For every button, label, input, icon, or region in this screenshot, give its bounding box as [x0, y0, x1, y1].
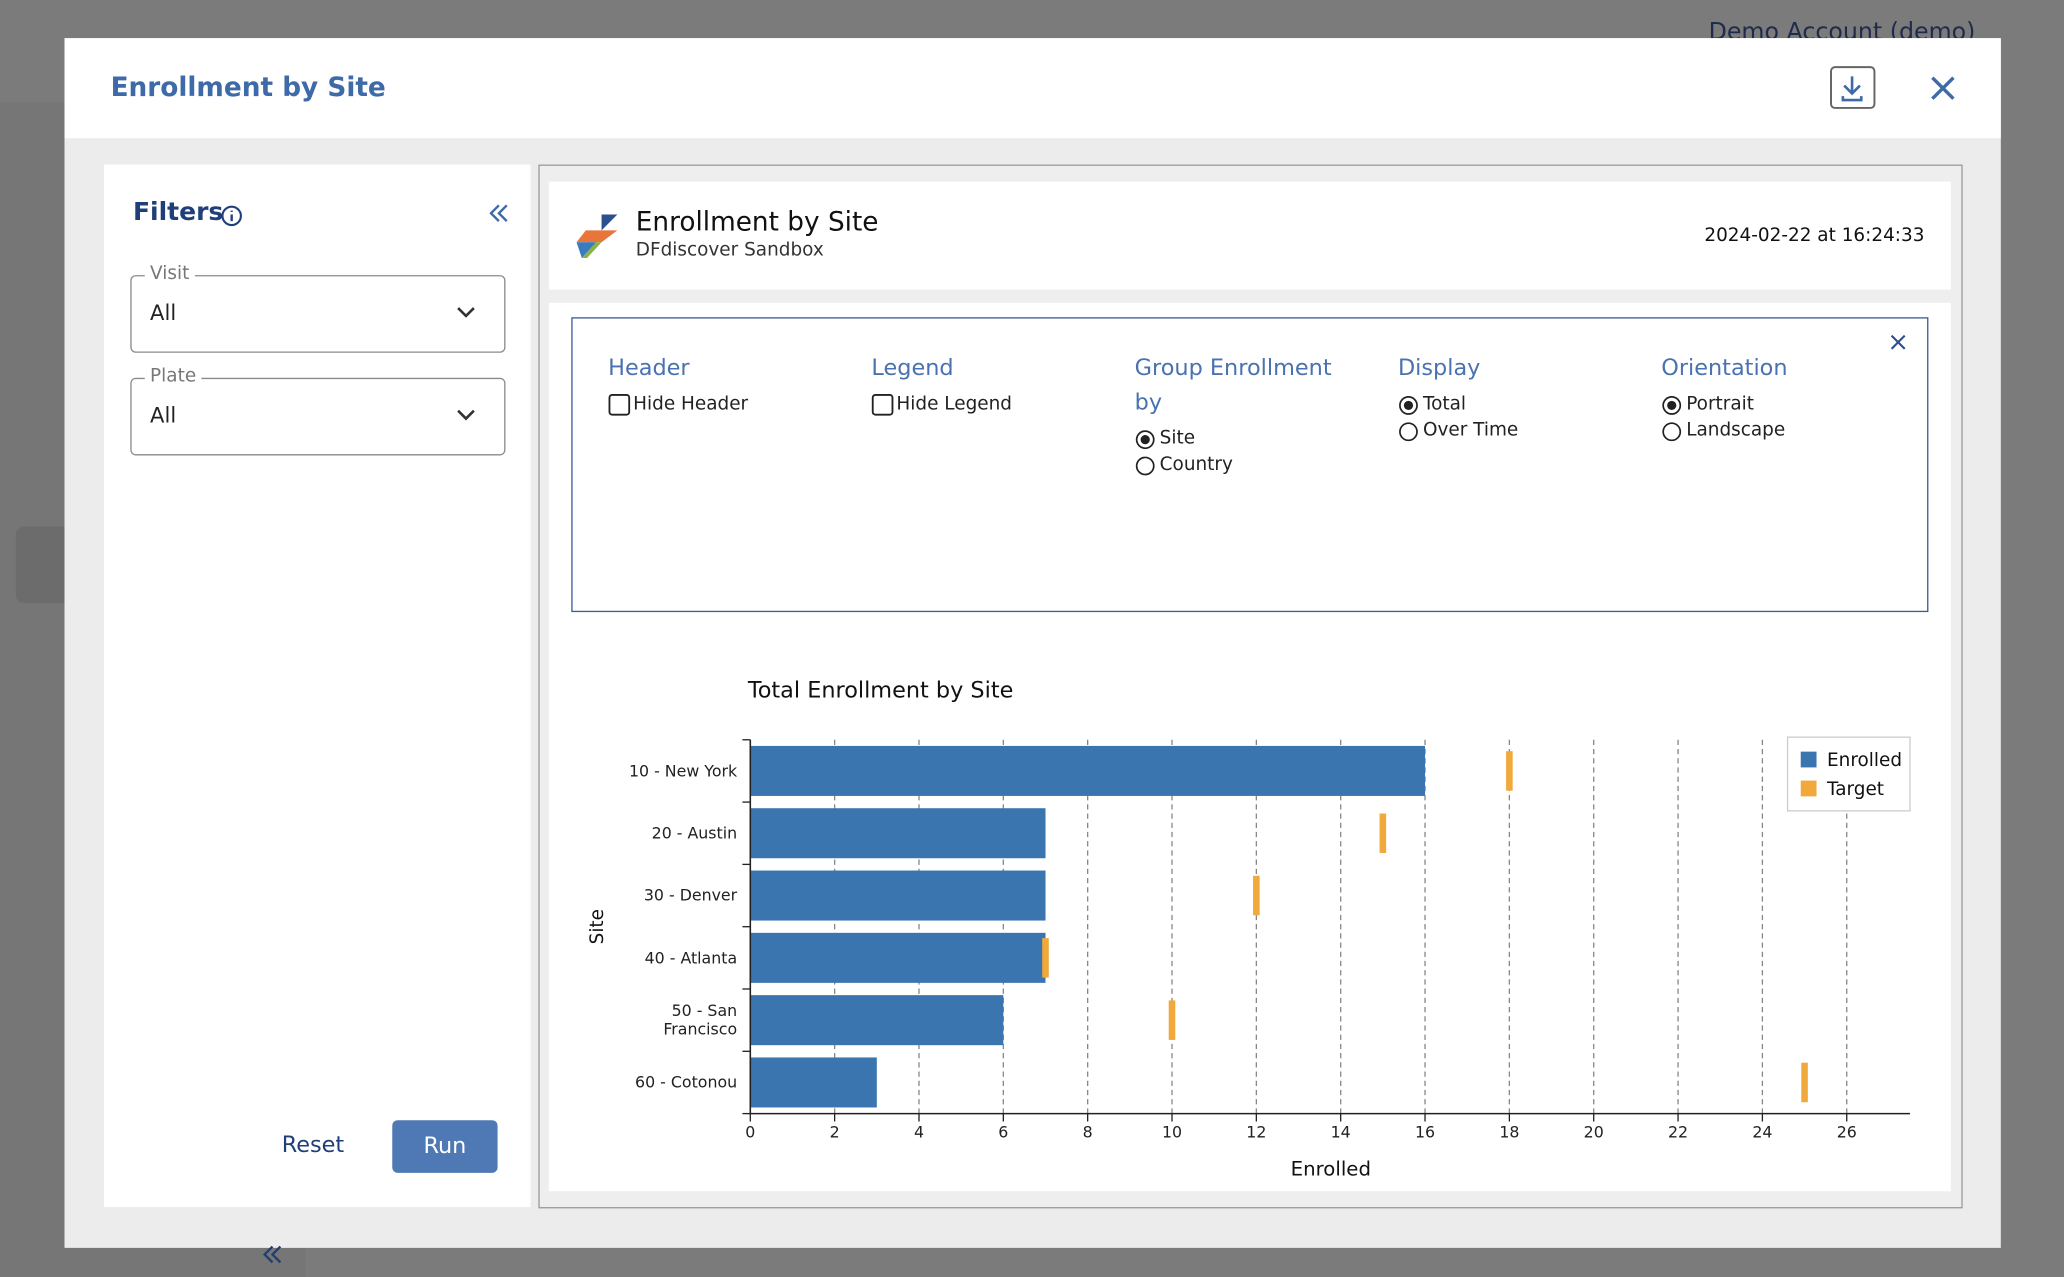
option-group: Header Hide Header — [608, 351, 819, 417]
option: Site — [1135, 425, 1346, 451]
option-group: Group Enrollment by Site Country — [1135, 351, 1346, 477]
checkbox[interactable] — [871, 393, 894, 415]
radio[interactable] — [1661, 393, 1683, 415]
option-group-title: Display — [1397, 355, 1481, 382]
visit-value: All — [150, 300, 177, 326]
y-tick-label: 60 - Cotonou — [635, 1073, 738, 1092]
option: Country — [1135, 452, 1346, 478]
y-tick-label: 20 - Austin — [651, 824, 738, 843]
radio[interactable] — [1661, 419, 1683, 441]
reset-button[interactable]: Reset — [281, 1132, 345, 1159]
option-label: Hide Legend — [896, 393, 1012, 415]
report-title: Enrollment by Site — [635, 205, 879, 237]
option-group: Orientation Portrait Landscape — [1661, 351, 1872, 443]
download-button[interactable] — [1830, 66, 1877, 111]
option-group: Display Total Over Time — [1398, 351, 1609, 443]
option-label: Over Time — [1422, 419, 1519, 441]
option-group-title: Orientation — [1661, 355, 1788, 382]
option-label: Landscape — [1686, 419, 1786, 441]
y-tick-label: 50 - San Francisco — [663, 1001, 738, 1039]
option-label: Country — [1159, 454, 1233, 476]
chevron — [457, 409, 475, 421]
filters-title: Filters — [132, 197, 224, 227]
y-tick-label: 10 - New York — [628, 761, 738, 781]
checkbox[interactable] — [608, 393, 631, 415]
radio[interactable] — [1398, 393, 1420, 415]
option-group-title: Group Enrollment by — [1134, 355, 1332, 416]
radio[interactable] — [1398, 419, 1420, 441]
radio[interactable] — [1135, 427, 1157, 449]
option: Hide Header — [608, 391, 819, 417]
report-subtitle: DFdiscover Sandbox — [635, 239, 824, 261]
visit-label: Visit — [144, 263, 195, 285]
option: Total — [1398, 391, 1609, 417]
run-button[interactable]: Run — [392, 1120, 498, 1173]
option-group: Legend Hide Legend — [871, 351, 1082, 417]
report-header — [548, 181, 1951, 290]
plate-value: All — [150, 402, 177, 428]
info-icon[interactable] — [220, 204, 244, 228]
collapse-button[interactable] — [487, 201, 511, 225]
option-group-title: Legend — [871, 355, 954, 382]
plate-select[interactable]: Plate All — [130, 365, 506, 456]
sidebar-collapse[interactable] — [261, 1243, 285, 1267]
option-label: Total — [1422, 393, 1466, 415]
y-tick-label: 40 - Atlanta — [644, 948, 738, 968]
options-close[interactable] — [1890, 334, 1906, 350]
option-label: Site — [1159, 427, 1196, 449]
option-group-title: Header — [608, 355, 690, 382]
y-tick-label: 30 - Denver — [643, 886, 738, 905]
logo — [576, 214, 618, 259]
report-timestamp: 2024-02-22 at 16:24:33 — [1704, 225, 1925, 247]
option-label: Hide Header — [633, 393, 749, 415]
close-button[interactable] — [1928, 74, 1957, 103]
dialog-title: Enrollment by Site — [110, 71, 386, 103]
option: Landscape — [1661, 417, 1872, 443]
dialog-header — [64, 38, 2001, 139]
option: Portrait — [1661, 391, 1872, 417]
visit-select[interactable]: Visit All — [130, 263, 506, 353]
plate-label: Plate — [144, 365, 202, 388]
option: Hide Legend — [871, 391, 1082, 417]
options-box — [571, 317, 1929, 613]
radio[interactable] — [1135, 453, 1157, 475]
chevron — [457, 307, 475, 318]
option: Over Time — [1398, 417, 1609, 443]
option-label: Portrait — [1686, 393, 1754, 415]
